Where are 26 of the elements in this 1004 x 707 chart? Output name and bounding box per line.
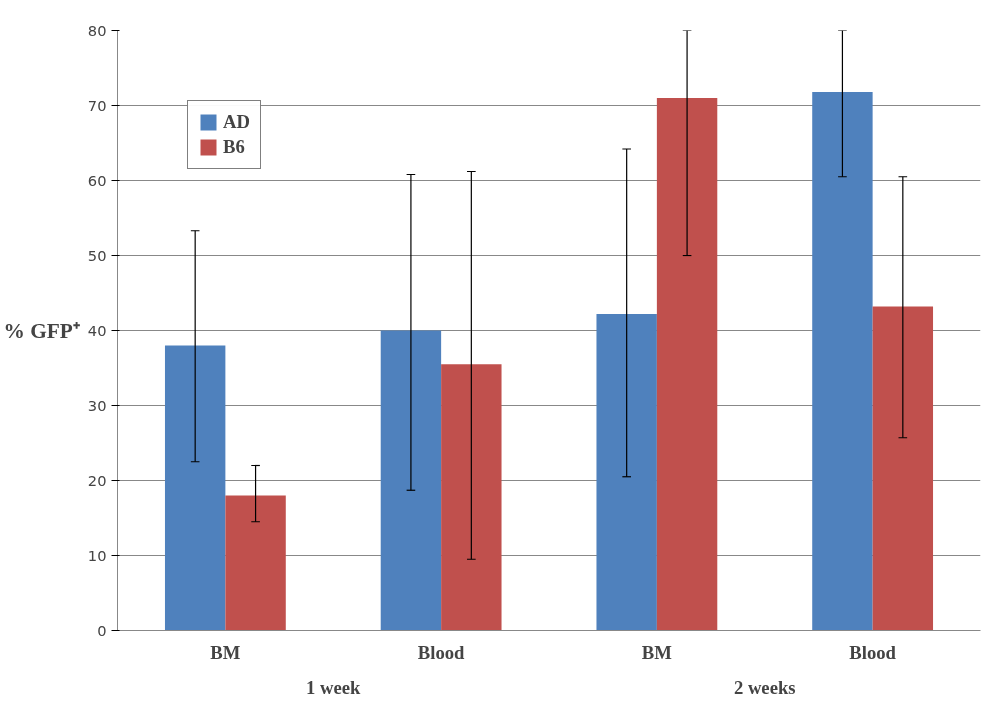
bar — [596, 314, 657, 631]
y-tick-label: 50 — [87, 246, 107, 264]
text: 1 week — [306, 676, 362, 698]
x-tick-label: Blood — [849, 641, 897, 663]
y-tick-label: 70 — [87, 96, 107, 114]
y-tick-label: 60 — [87, 171, 107, 189]
x-tick-label: BM — [210, 641, 241, 663]
bar — [872, 306, 934, 631]
text: 2 weeks — [733, 676, 796, 698]
x-tick-label: Blood — [417, 641, 466, 663]
legend-label: B6 — [223, 136, 245, 158]
bar — [225, 495, 286, 631]
bar — [164, 345, 226, 631]
bar — [656, 98, 718, 631]
y-tick-label: 30 — [87, 396, 107, 414]
y-tick-label: 10 — [87, 546, 107, 564]
y-tick-label: 40 — [87, 321, 107, 339]
bar — [380, 330, 442, 631]
y-tick-label: 20 — [87, 471, 107, 489]
bar — [441, 364, 502, 631]
x-tick-label: BM — [641, 641, 673, 663]
bar — [812, 92, 873, 631]
y-axis-title: % GFP⁺ — [3, 318, 80, 343]
y-tick-label: 0 — [97, 621, 107, 639]
y-tick-label: 80 — [87, 21, 107, 39]
legend-label: AD — [223, 111, 250, 133]
